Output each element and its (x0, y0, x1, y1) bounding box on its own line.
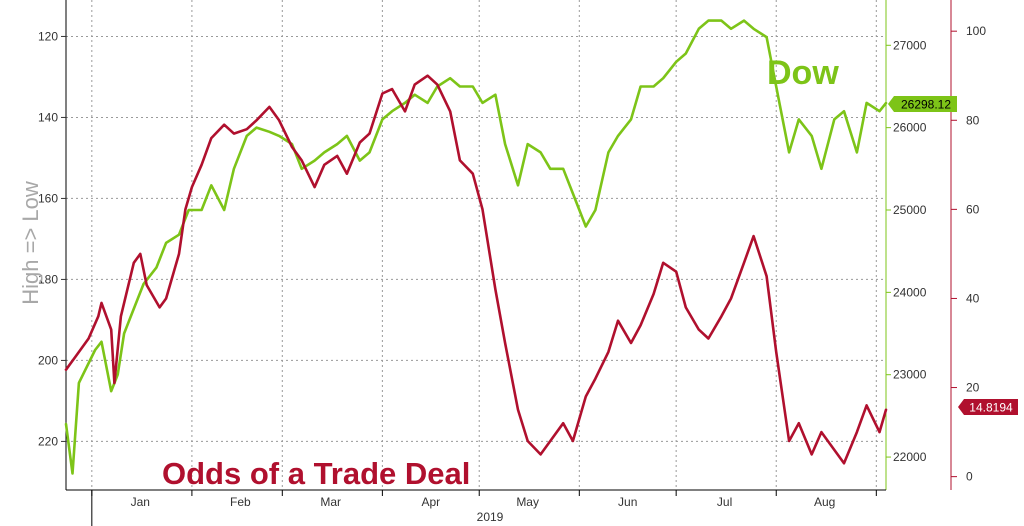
series (64, 19, 888, 475)
left-tick-label: 120 (38, 29, 58, 43)
x-axis-year-label: 2019 (477, 510, 504, 524)
odds-tick-label: 20 (966, 381, 980, 395)
x-tick-label: May (516, 495, 539, 509)
left-tick-label: 220 (38, 434, 58, 448)
odds-axis-ticks: 0 20 40 60 80 100 (951, 24, 986, 484)
left-tick-label: 160 (38, 191, 58, 205)
grid (66, 0, 886, 490)
left-tick-label: 180 (38, 272, 58, 286)
left-tick-label: 140 (38, 110, 58, 124)
odds-last-value-badge: 14.8194 (958, 399, 1018, 415)
odds-tick-label: 60 (966, 202, 980, 216)
dow-tick-label: 26000 (893, 121, 927, 135)
dow-axis-ticks: 22000 23000 24000 25000 26000 27000 (886, 38, 927, 464)
odds-tick-label: 40 (966, 291, 980, 305)
dow-series-label: Dow (767, 54, 839, 92)
dow-last-value-badge: 26298.12 (888, 96, 957, 112)
left-tick-label: 200 (38, 353, 58, 367)
dow-tick-label: 27000 (893, 38, 927, 52)
dow-last-value-text: 26298.12 (901, 98, 951, 112)
odds-last-value-badge-bg (958, 399, 1018, 415)
dow-tick-label: 23000 (893, 368, 927, 382)
x-tick-label: Feb (230, 495, 251, 509)
x-tick-label: Jun (618, 495, 637, 509)
dow-tick-label: 24000 (893, 285, 927, 299)
odds-tick-label: 80 (966, 113, 980, 127)
x-tick-label: Apr (421, 495, 440, 509)
dow-tick-label: 25000 (893, 203, 927, 217)
x-tick-label: Aug (814, 495, 835, 509)
odds-last-value-text: 14.8194 (969, 401, 1013, 415)
dow-tick-label: 22000 (893, 450, 927, 464)
odds-series-label: Odds of a Trade Deal (162, 456, 470, 491)
odds-tick-label: 100 (966, 24, 986, 38)
odds-series-line (64, 74, 888, 465)
dow-last-value-badge-bg (888, 96, 957, 112)
left-axis-ticks: 120 140 160 180 200 220 (38, 29, 66, 448)
odds-tick-label: 0 (966, 470, 973, 484)
x-tick-label: Jan (131, 495, 150, 509)
x-axis-ticks: Jan Feb Mar Apr May Jun Jul Aug (91, 490, 877, 526)
left-axis-label: High => Low (18, 181, 43, 305)
x-tick-label: Jul (717, 495, 732, 509)
x-tick-label: Mar (320, 495, 341, 509)
